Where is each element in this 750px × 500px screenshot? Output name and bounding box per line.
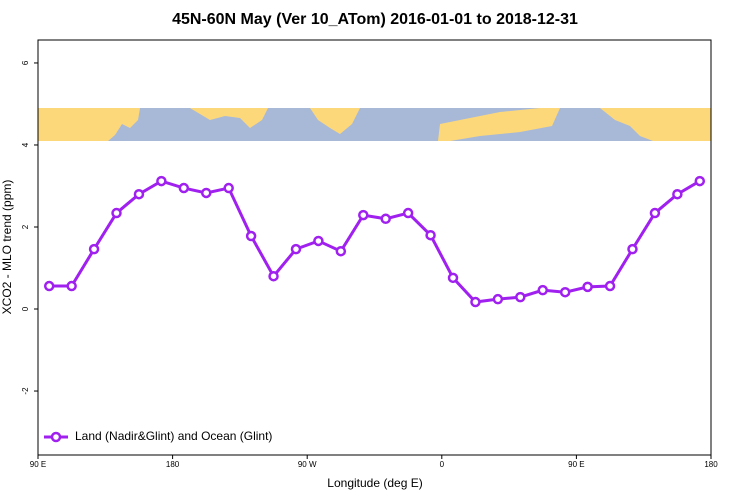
data-point [627,243,638,255]
x-tick-label: 180 [704,460,718,469]
data-point [582,281,593,293]
y-tick-label: 6 [21,60,30,65]
data-point [66,280,77,292]
data-point [402,207,414,219]
data-point [672,188,683,200]
x-tick-label: 0 [440,460,445,469]
data-point [335,245,347,257]
land [438,108,560,141]
data-point [470,296,481,308]
land [600,108,653,141]
legend-marker [50,431,62,443]
data-point [425,229,436,241]
data-point [559,286,571,298]
data-point [515,291,526,303]
x-tick-label: 180 [166,460,180,469]
land [190,108,268,128]
data-point [380,213,391,225]
x-tick-label: 90 E [568,460,584,469]
data-point [604,280,616,292]
y-tick-label: -2 [21,387,30,395]
data-point [649,207,661,219]
plot-frame [37,39,712,456]
x-axis-label: Longitude (deg E) [327,476,422,490]
data-point [358,209,369,221]
y-tick-label: 0 [21,306,30,311]
chart-title: 45N-60N May (Ver 10_ATom) 2016-01-01 to … [172,11,578,28]
data-point [537,284,548,296]
land [108,108,140,141]
data-point [178,182,190,194]
series-line [49,179,701,304]
x-tick-label: 90 E [30,460,46,469]
data-point [290,243,302,255]
data-point [268,270,279,282]
y-axis-label: XCO2 - MLO trend (ppm) [0,180,14,315]
data-point [201,187,212,199]
data-point [43,280,55,292]
data-point [694,175,706,187]
data-point [492,293,504,305]
land [310,108,360,134]
data-point [223,182,234,194]
y-tick-label: 2 [21,224,30,229]
map-strip [38,108,711,141]
y-tick-label: 4 [21,142,30,147]
x-tick-label: 90 W [298,460,317,469]
data-point [111,207,122,219]
data-point [133,188,145,200]
data-point [88,243,100,255]
ocean [108,108,653,141]
data-point [313,235,324,247]
data-point [245,230,257,242]
legend-label: Land (Nadir&Glint) and Ocean (Glint) [75,429,272,443]
data-point [447,272,459,284]
data-point [156,175,167,187]
